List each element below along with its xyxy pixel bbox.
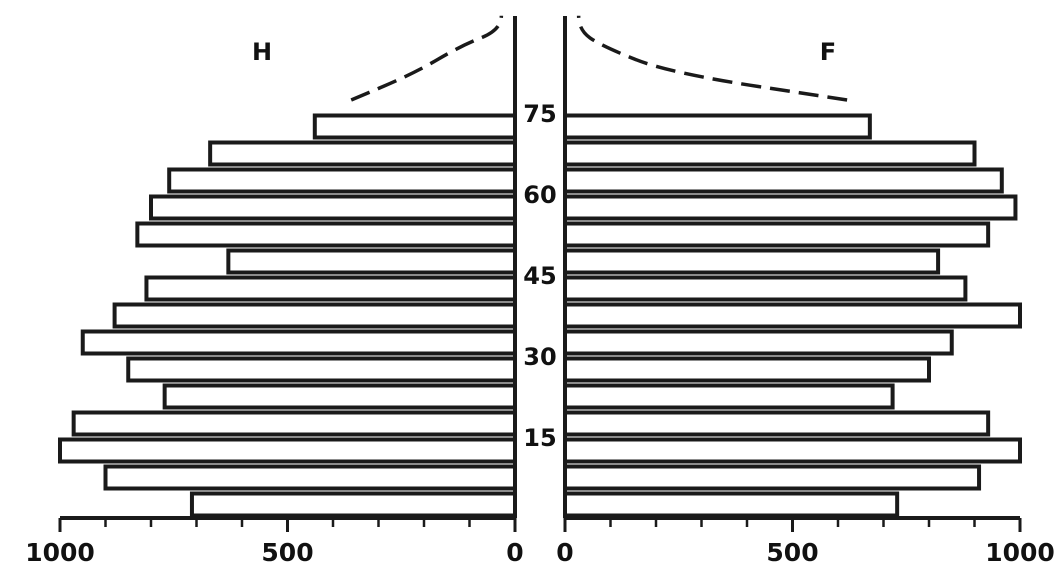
male-bar-age-70 (312, 113, 517, 140)
x-tick-label-right-500: 500 (766, 538, 818, 567)
female-bar-age-65 (563, 140, 977, 167)
female-bar-age-30 (563, 329, 954, 356)
x-tick-label-left-1000: 1000 (25, 538, 95, 567)
female-bar-age-50 (563, 221, 991, 248)
x-tick-label-left-0: 0 (506, 538, 523, 567)
age-label-45: 45 (523, 262, 556, 290)
male-bars (58, 113, 518, 518)
female-side-label: F (820, 38, 836, 66)
male-bar-age-5 (103, 464, 517, 491)
female-bar-age-55 (563, 194, 1018, 221)
female-bar-age-5 (563, 464, 982, 491)
female-bar-age-10 (563, 437, 1022, 464)
male-bar-age-55 (149, 194, 517, 221)
male-bar-age-10 (58, 437, 517, 464)
male-bar-age-40 (144, 275, 517, 302)
female-bar-age-60 (563, 167, 1004, 194)
age-axis-labels: 15 30 45 60 75 (523, 100, 556, 452)
female-bars (563, 113, 1022, 518)
age-label-30: 30 (523, 343, 556, 371)
male-bar-age-0 (189, 491, 517, 518)
male-tail-curve (350, 15, 504, 102)
x-axis-ticks (58, 518, 1022, 532)
male-bar-age-45 (226, 248, 517, 275)
female-bar-age-0 (563, 491, 900, 518)
female-bar-age-70 (563, 113, 872, 140)
male-bar-age-50 (135, 221, 517, 248)
x-tick-label-right-0: 0 (556, 538, 573, 567)
x-axis-tick-labels: 1000 500 0 1000 500 0 (25, 538, 1055, 567)
male-side-label: H (252, 38, 272, 66)
male-bar-age-30 (80, 329, 517, 356)
x-tick-label-left-500: 500 (261, 538, 313, 567)
male-bar-age-60 (167, 167, 517, 194)
male-bar-age-15 (71, 410, 518, 437)
female-tail-curve (576, 15, 848, 102)
age-label-75: 75 (523, 100, 556, 128)
female-bar-age-20 (563, 383, 895, 410)
female-bar-age-45 (563, 248, 941, 275)
female-bar-age-25 (563, 356, 931, 383)
male-bar-age-20 (162, 383, 517, 410)
male-bar-age-35 (112, 302, 517, 329)
female-bar-age-40 (563, 275, 968, 302)
female-bar-age-15 (563, 410, 991, 437)
age-label-60: 60 (523, 181, 556, 209)
female-bar-age-35 (563, 302, 1022, 329)
male-bar-age-25 (126, 356, 517, 383)
male-bar-age-65 (208, 140, 517, 167)
age-label-15: 15 (523, 424, 556, 452)
x-tick-label-right-1000: 1000 (985, 538, 1055, 567)
